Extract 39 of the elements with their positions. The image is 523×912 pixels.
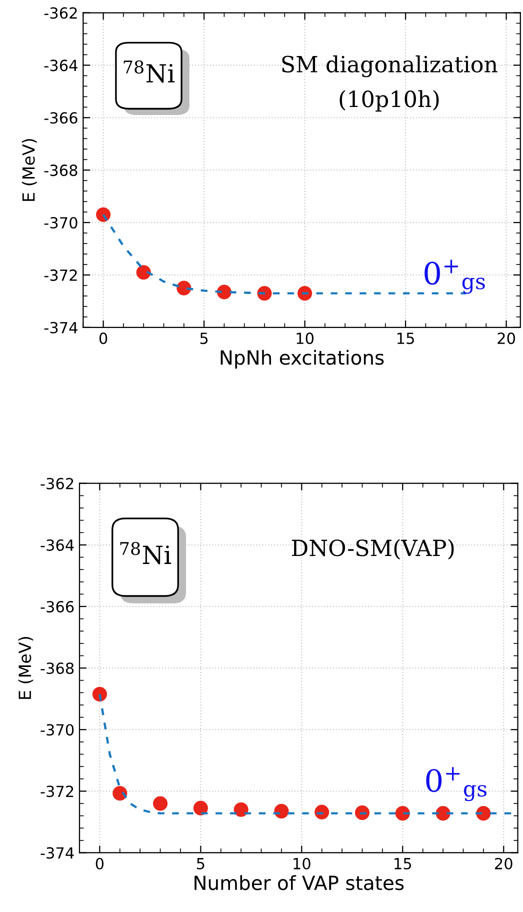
x-tick-label: 10 [296, 332, 314, 344]
y-tick-label: -374 [44, 322, 78, 334]
x-tick-label: 5 [196, 858, 204, 870]
x-tick-label: 15 [397, 332, 414, 344]
x-axis-title: NpNh excitations [220, 350, 384, 369]
y-tick-label: -372 [40, 786, 74, 798]
y-tick-label: -370 [40, 724, 74, 736]
y-tick-label: -362 [44, 7, 77, 19]
y-tick-label: -366 [40, 600, 74, 612]
point [193, 800, 208, 816]
point [136, 265, 151, 280]
y-tick-label: -364 [40, 539, 74, 551]
annotation: SM diagonalization [282, 55, 498, 78]
y-tick-label: -368 [40, 662, 74, 674]
x-tick-label: 10 [294, 858, 310, 870]
annotation: $^{78}$Ni [120, 542, 172, 564]
y-tick-label: -366 [44, 112, 78, 124]
x-axis-title: Number of VAP states [194, 875, 404, 890]
y-tick-label: -368 [44, 164, 78, 176]
y-tick-label: -370 [44, 216, 78, 229]
x-tick-label: 0 [99, 332, 108, 344]
x-tick-label: 0 [96, 858, 104, 870]
y-tick-label: -364 [44, 60, 78, 72]
annotation: DNO-SM(VAP) [292, 539, 454, 560]
y-axis-title: E (MeV) [18, 637, 34, 699]
y-tick-label: -374 [40, 847, 74, 859]
point [153, 796, 168, 811]
x-tick-label: 20 [495, 858, 512, 870]
annotation: 0$^{+}$$_{gs}$ [424, 260, 485, 294]
x-tick-label: 15 [394, 858, 412, 870]
point [234, 802, 248, 817]
x-tick-label: 5 [200, 332, 208, 344]
y-tick-label: -362 [40, 478, 74, 490]
y-axis-title: E (MeV) [22, 139, 37, 201]
annotation: (10p10h) [340, 90, 439, 112]
annotation: $^{78}$Ni [124, 60, 175, 83]
y-tick-label: -372 [44, 269, 77, 281]
x-tick-label: 20 [498, 332, 515, 344]
annotation: 0$^{+}$$_{gs}$ [426, 767, 486, 802]
